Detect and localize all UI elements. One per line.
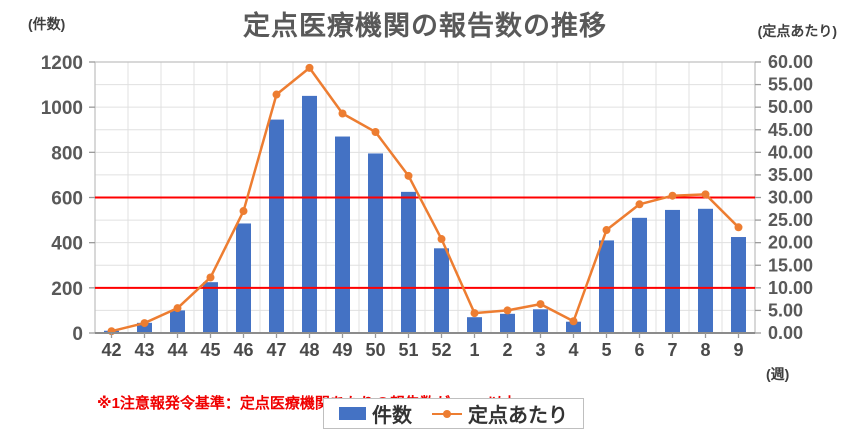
line-marker-week-3 [536,300,545,309]
x-axis-unit-label: (週) [766,366,790,382]
right-axis-tick-label: 60.00 [768,52,813,72]
bar-week-44 [170,310,185,333]
line-marker-week-49 [338,109,347,118]
line-marker-week-52 [437,235,446,244]
x-axis-tick-label: 52 [431,340,451,360]
x-axis-tick-label: 4 [568,340,578,360]
bar-week-49 [335,136,350,333]
legend-item-per-sentinel: 定点あたり [432,399,568,428]
right-axis-tick-label: 10.00 [768,278,813,298]
right-axis-tick-label: 20.00 [768,233,813,253]
bar-week-8 [698,208,713,333]
legend-label-per-sentinel: 定点あたり [468,405,568,427]
x-axis-tick-label: 50 [365,340,385,360]
bar-week-1 [467,317,482,333]
x-axis-tick-label: 47 [266,340,286,360]
bar-week-3 [533,309,548,333]
line-marker-week-43 [140,319,149,328]
x-axis-tick-label: 43 [134,340,154,360]
x-axis-tick-label: 46 [233,340,253,360]
bar-week-7 [665,209,680,333]
line-marker-week-6 [635,200,644,209]
bar-week-46 [236,223,251,333]
line-marker-week-46 [239,207,248,216]
x-axis-tick-label: 44 [167,340,187,360]
right-axis-tick-label: 15.00 [768,255,813,275]
x-axis-tick-label: 2 [502,340,512,360]
right-axis-tick-label: 35.00 [768,165,813,185]
x-axis-tick-label: 48 [299,340,319,360]
bar-week-9 [731,237,746,333]
x-axis-tick-label: 42 [101,340,121,360]
left-axis-tick-label: 1200 [41,53,83,74]
line-marker-week-45 [206,273,215,282]
bar-series-swatch-icon [339,407,366,420]
bar-week-6 [632,217,647,333]
legend: 件数 定点あたり [323,398,584,429]
right-axis-tick-label: 5.00 [768,300,803,320]
right-axis-tick-label: 50.00 [768,97,813,117]
x-axis-tick-label: 49 [332,340,352,360]
bar-week-52 [434,248,449,333]
left-axis-tick-label: 800 [51,143,83,164]
right-axis-tick-label: 45.00 [768,120,813,140]
right-axis-tick-label: 55.00 [768,75,813,95]
line-marker-week-2 [503,306,512,315]
line-series-swatch-icon [432,407,462,421]
left-axis-tick-label: 600 [51,189,83,210]
x-axis-tick-label: 51 [398,340,418,360]
bar-week-4 [566,321,581,333]
bar-week-47 [269,119,284,334]
x-axis-tick-label: 6 [634,340,644,360]
left-axis-tick-label: 200 [51,279,83,300]
right-axis-tick-label: 40.00 [768,142,813,162]
line-marker-week-48 [305,63,314,72]
x-axis-tick-label: 7 [667,340,677,360]
line-marker-week-44 [173,304,182,313]
x-axis-tick-label: 3 [535,340,545,360]
bar-week-45 [203,282,218,333]
left-axis-unit-label: (件数) [28,16,66,32]
bar-week-5 [599,240,614,333]
x-axis-tick-label: 5 [601,340,611,360]
line-marker-week-50 [371,128,380,137]
line-marker-week-8 [701,190,710,199]
x-axis-tick-label: 8 [700,340,710,360]
x-axis-tick-label: 45 [200,340,220,360]
right-axis-tick-label: 25.00 [768,210,813,230]
bar-week-51 [401,191,416,333]
line-marker-week-1 [470,309,479,318]
line-marker-week-7 [668,191,677,200]
right-axis-tick-label: 30.00 [768,188,813,208]
line-series [111,66,740,333]
line-marker-dot-icon [443,409,451,418]
line-marker-week-4 [569,317,578,326]
bar-week-2 [500,313,515,333]
left-axis-tick-label: 400 [51,234,83,255]
left-axis-tick-label: 1000 [41,98,83,119]
legend-label-cases: 件数 [372,405,412,427]
line-marker-week-47 [272,90,281,99]
chart-title: 定点医療機関の報告数の推移 [243,11,607,41]
x-axis-tick-label: 9 [733,340,743,360]
right-axis-tick-label: 0.00 [768,323,803,343]
bar-week-50 [368,153,383,333]
bar-week-48 [302,95,317,333]
line-marker-week-5 [602,226,611,235]
line-marker-week-9 [734,223,743,232]
bar-week-43 [137,322,152,333]
x-axis-tick-label: 1 [469,340,479,360]
legend-item-cases: 件数 [339,399,412,428]
right-axis-unit-label: (定点あたり) [757,23,837,39]
left-axis-tick-label: 0 [72,324,83,345]
line-marker-week-51 [404,171,413,180]
